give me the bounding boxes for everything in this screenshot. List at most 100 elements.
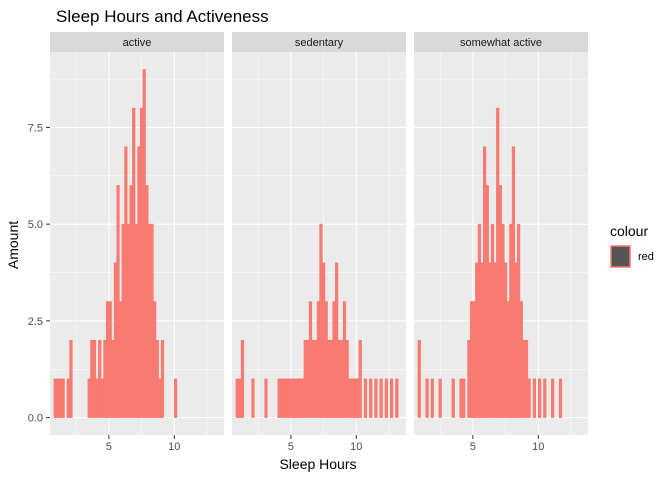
panel-active: active 5 10 — [50, 32, 224, 453]
bar — [332, 301, 336, 418]
bar — [558, 378, 563, 418]
bar — [522, 339, 526, 418]
bar — [345, 339, 349, 418]
bar — [105, 301, 110, 418]
bar — [493, 262, 497, 418]
bar — [475, 262, 479, 418]
bar — [103, 339, 107, 418]
bar — [511, 146, 516, 418]
y-tick-label: 2.5 — [28, 316, 43, 328]
legend: colour red — [610, 223, 654, 268]
bar — [285, 378, 289, 418]
x-tick-label: 5 — [470, 441, 476, 453]
bar — [306, 339, 310, 418]
bar — [551, 378, 555, 418]
bar — [121, 223, 125, 418]
bar — [240, 339, 245, 418]
x-axis-title: Sleep Hours — [279, 456, 356, 472]
bar — [480, 262, 484, 418]
bar — [472, 301, 476, 418]
bar — [277, 378, 281, 418]
bar — [160, 339, 165, 418]
bar — [527, 378, 531, 418]
bar — [108, 301, 112, 418]
bar — [287, 378, 292, 418]
x-tick-label: 5 — [106, 441, 112, 453]
bar — [350, 378, 354, 418]
bar — [342, 301, 347, 418]
bar — [524, 339, 529, 418]
bar — [462, 378, 466, 418]
x-tick-label: 10 — [168, 441, 180, 453]
facet-strip — [414, 32, 588, 52]
bar — [327, 339, 331, 418]
y-axis-title: Amount — [5, 221, 21, 269]
legend-label-red: red — [638, 251, 654, 263]
bar — [87, 378, 91, 418]
bar — [95, 378, 99, 418]
bar — [280, 378, 284, 418]
bar — [532, 378, 536, 418]
bar — [355, 378, 360, 418]
bar — [282, 378, 286, 418]
bar — [537, 378, 542, 418]
bar — [90, 339, 94, 418]
bar — [98, 339, 102, 418]
bar — [379, 378, 383, 418]
bar — [126, 223, 131, 418]
bar — [477, 223, 482, 418]
panel-somewhat-active: somewhat active 5 10 — [414, 32, 588, 453]
bar — [129, 185, 133, 418]
bar — [137, 146, 141, 418]
bar — [519, 301, 523, 418]
bar — [56, 378, 60, 418]
bar — [485, 185, 489, 418]
bar — [543, 378, 547, 418]
bar — [488, 262, 492, 418]
facet-strip-label: active — [123, 37, 152, 49]
bar — [483, 146, 487, 418]
bar — [303, 339, 307, 418]
facet-strip — [50, 32, 224, 52]
y-tick-label: 5.0 — [28, 219, 43, 231]
x-tick-label: 5 — [288, 441, 294, 453]
bar — [438, 378, 442, 418]
bar — [335, 262, 339, 418]
bar — [308, 301, 313, 418]
bar — [490, 223, 495, 418]
bar — [314, 339, 318, 418]
bar — [113, 262, 118, 418]
bar — [58, 378, 63, 418]
facet-strip-label: sedentary — [295, 37, 344, 49]
x-tick-label: 10 — [350, 441, 362, 453]
facet-strip-label: somewhat active — [460, 37, 542, 49]
bar — [61, 378, 65, 418]
bar — [374, 378, 378, 418]
bar — [92, 339, 97, 418]
legend-title: colour — [610, 223, 648, 239]
bar — [69, 339, 73, 418]
bar — [451, 378, 455, 418]
bar — [290, 378, 294, 418]
bar — [100, 378, 104, 418]
bar — [132, 107, 136, 418]
bar — [425, 378, 429, 418]
bar — [390, 378, 394, 418]
bar — [358, 339, 362, 418]
bar — [251, 378, 255, 418]
bar — [66, 378, 70, 418]
bar — [324, 301, 328, 418]
bar — [235, 378, 239, 418]
y-tick-label: 0.0 — [28, 413, 43, 425]
bar — [142, 69, 146, 418]
y-tick-label: 7.5 — [28, 122, 43, 134]
x-tick-label: 10 — [532, 441, 544, 453]
bar — [301, 378, 305, 418]
bar — [298, 378, 302, 418]
bar — [430, 378, 434, 418]
bar — [469, 301, 474, 418]
bar — [329, 339, 334, 418]
bar — [467, 339, 471, 418]
bar — [147, 223, 152, 418]
